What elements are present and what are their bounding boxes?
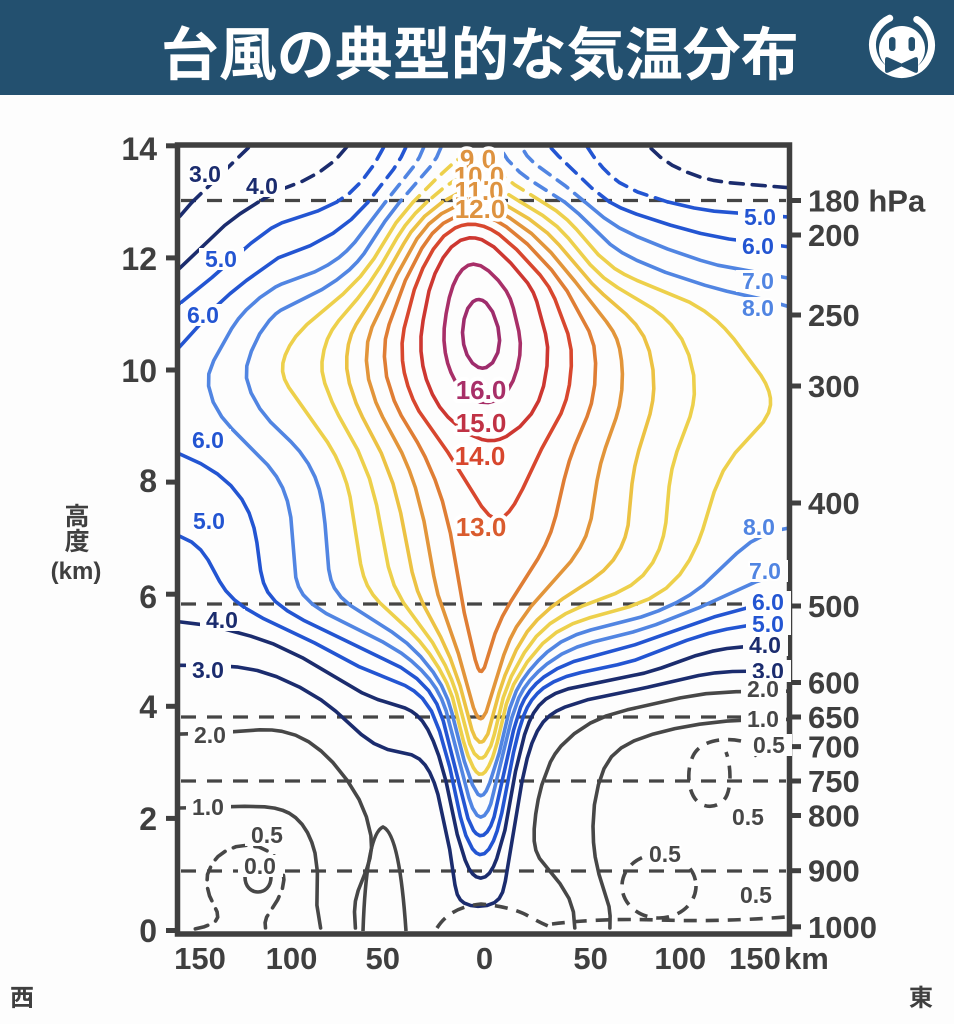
svg-text:2: 2 [139, 801, 157, 837]
svg-text:14: 14 [121, 131, 157, 167]
svg-text:0.5: 0.5 [732, 804, 764, 830]
svg-text:4.0: 4.0 [749, 632, 781, 658]
svg-text:0: 0 [139, 913, 157, 949]
svg-text:500: 500 [808, 589, 860, 624]
svg-text:6.0: 6.0 [187, 302, 219, 328]
svg-text:15.0: 15.0 [456, 408, 507, 438]
svg-text:0.5: 0.5 [649, 841, 681, 867]
svg-text:10: 10 [121, 353, 157, 389]
svg-text:3.0: 3.0 [189, 161, 221, 187]
svg-text:4.0: 4.0 [206, 607, 238, 633]
svg-text:16.0: 16.0 [456, 375, 507, 405]
svg-text:3.0: 3.0 [192, 657, 224, 683]
svg-text:7.0: 7.0 [742, 268, 774, 294]
svg-text:750: 750 [808, 764, 860, 799]
svg-text:5.0: 5.0 [205, 246, 237, 272]
svg-text:4: 4 [139, 689, 157, 725]
svg-text:900: 900 [808, 854, 860, 889]
svg-text:150: 150 [729, 941, 781, 976]
svg-text:2.0: 2.0 [747, 676, 779, 702]
svg-text:2.0: 2.0 [194, 722, 226, 748]
svg-text:4.0: 4.0 [246, 173, 278, 199]
svg-text:6.0: 6.0 [192, 427, 224, 453]
svg-text:6.0: 6.0 [752, 589, 784, 615]
svg-text:9.0: 9.0 [460, 144, 496, 174]
svg-text:150: 150 [174, 941, 226, 976]
svg-text:200: 200 [808, 218, 860, 253]
svg-text:0.0: 0.0 [244, 853, 276, 879]
svg-text:6.0: 6.0 [742, 233, 774, 259]
svg-text:300: 300 [808, 369, 860, 404]
svg-text:650: 650 [808, 700, 860, 735]
svg-text:600: 600 [808, 666, 860, 701]
svg-text:km: km [784, 941, 829, 976]
svg-text:180 hPa: 180 hPa [808, 184, 926, 219]
svg-text:(km): (km) [51, 558, 102, 585]
svg-text:10.0: 10.0 [454, 161, 505, 191]
svg-text:8.0: 8.0 [743, 514, 775, 540]
svg-text:400: 400 [808, 486, 860, 521]
svg-text:0.5: 0.5 [753, 732, 785, 758]
svg-text:50: 50 [573, 941, 607, 976]
svg-text:5.0: 5.0 [193, 508, 225, 534]
svg-text:14.0: 14.0 [455, 441, 506, 471]
svg-text:12.0: 12.0 [455, 194, 506, 224]
svg-text:0.5: 0.5 [251, 822, 283, 848]
svg-text:13.0: 13.0 [456, 512, 507, 542]
svg-text:1.0: 1.0 [192, 794, 224, 820]
svg-text:8.0: 8.0 [742, 295, 774, 321]
svg-text:1000: 1000 [808, 910, 877, 945]
svg-text:1.0: 1.0 [747, 706, 779, 732]
svg-text:12: 12 [121, 241, 157, 277]
svg-text:0: 0 [476, 941, 493, 976]
svg-text:6: 6 [139, 579, 157, 615]
svg-text:250: 250 [808, 298, 860, 333]
svg-text:700: 700 [808, 730, 860, 765]
svg-text:11.0: 11.0 [454, 176, 503, 206]
svg-text:0.5: 0.5 [740, 882, 772, 908]
svg-text:7.0: 7.0 [749, 558, 781, 584]
svg-text:800: 800 [808, 799, 860, 834]
svg-text:8: 8 [139, 463, 157, 499]
svg-text:100: 100 [266, 941, 318, 976]
svg-text:100: 100 [654, 941, 706, 976]
svg-text:50: 50 [365, 941, 399, 976]
svg-text:5.0: 5.0 [744, 204, 776, 230]
